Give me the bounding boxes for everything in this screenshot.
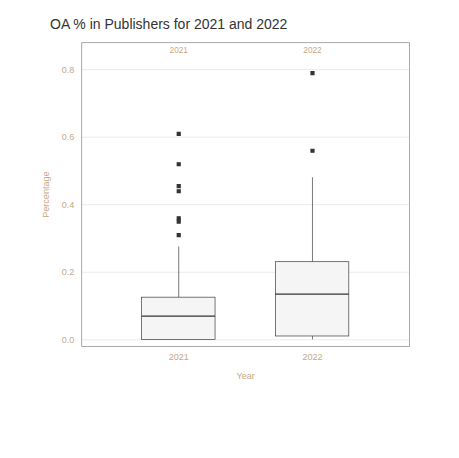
svg-text:0.0: 0.0: [62, 335, 75, 345]
svg-text:0.8: 0.8: [62, 65, 75, 75]
html-text:OA % in Publishers for 2021 an: OA % in Publishers for 2021 and 2022: [50, 16, 288, 32]
svg-text:0.4: 0.4: [62, 200, 75, 210]
svg-text:0.6: 0.6: [62, 132, 75, 142]
svg-text:Percentage: Percentage: [41, 171, 51, 217]
svg-text:2022: 2022: [303, 46, 322, 55]
svg-text:2022: 2022: [302, 352, 322, 362]
svg-text:2021: 2021: [170, 46, 189, 55]
svg-text:0.2: 0.2: [62, 267, 75, 277]
svg-text:Year: Year: [236, 371, 254, 381]
svg-text:2021: 2021: [169, 352, 189, 362]
